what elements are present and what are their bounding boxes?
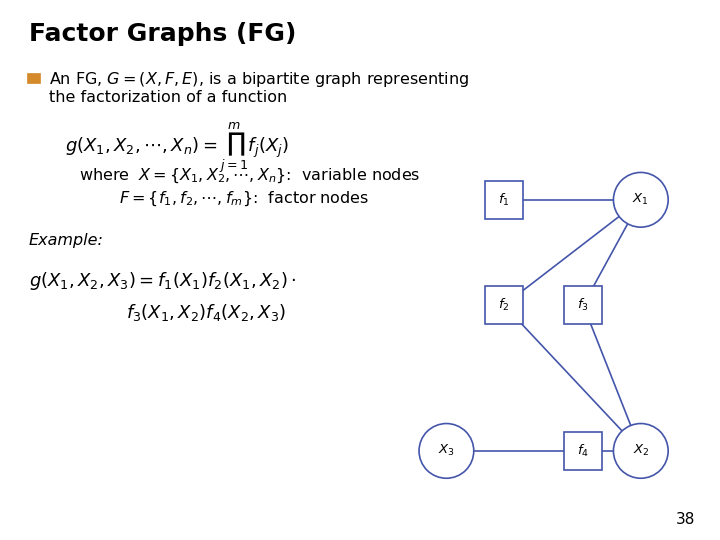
- Text: $f_3(X_1, X_2)f_4(X_2, X_3)$: $f_3(X_1, X_2)f_4(X_2, X_3)$: [126, 302, 286, 323]
- Text: $X_1$: $X_1$: [632, 192, 649, 207]
- FancyBboxPatch shape: [564, 286, 602, 324]
- Text: $f_2$: $f_2$: [498, 297, 510, 313]
- Text: the factorization of a function: the factorization of a function: [49, 90, 287, 105]
- FancyBboxPatch shape: [485, 286, 523, 324]
- Text: $f_3$: $f_3$: [577, 297, 589, 313]
- Text: Example:: Example:: [29, 233, 104, 248]
- Ellipse shape: [613, 423, 668, 478]
- Text: $X_2$: $X_2$: [632, 443, 649, 458]
- Text: Factor Graphs (FG): Factor Graphs (FG): [29, 22, 296, 45]
- Text: An FG, $G = (X, F, E)$, is a bipartite graph representing: An FG, $G = (X, F, E)$, is a bipartite g…: [49, 70, 469, 89]
- FancyBboxPatch shape: [485, 181, 523, 219]
- Text: $f_1$: $f_1$: [498, 192, 510, 208]
- Text: $g(X_1, X_2, X_3) = f_1(X_1)f_2(X_1, X_2)\cdot$: $g(X_1, X_2, X_3) = f_1(X_1)f_2(X_1, X_2…: [29, 270, 296, 292]
- Text: $X_3$: $X_3$: [438, 443, 455, 458]
- Text: $g(X_1, X_2, \cdots, X_n) = \prod_{j=1}^{m} f_j(X_j)$: $g(X_1, X_2, \cdots, X_n) = \prod_{j=1}^…: [65, 120, 289, 174]
- FancyBboxPatch shape: [27, 73, 40, 83]
- FancyBboxPatch shape: [564, 432, 602, 470]
- Text: $F = \{f_1, f_2, \cdots, f_m\}$:  factor nodes: $F = \{f_1, f_2, \cdots, f_m\}$: factor …: [119, 190, 369, 208]
- Text: where  $X = \{X_1, X_2, \cdots, X_n\}$:  variable nodes: where $X = \{X_1, X_2, \cdots, X_n\}$: v…: [79, 166, 420, 185]
- Ellipse shape: [419, 423, 474, 478]
- Text: 38: 38: [675, 511, 695, 526]
- Ellipse shape: [613, 172, 668, 227]
- Text: $f_4$: $f_4$: [577, 443, 589, 459]
